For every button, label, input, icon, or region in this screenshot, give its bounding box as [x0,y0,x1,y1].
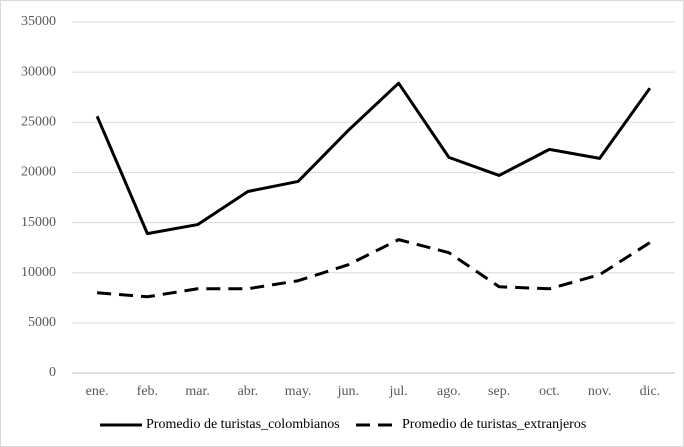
y-tick-label: 0 [49,365,56,380]
y-tick-label: 20000 [21,165,56,180]
x-tick-label: sep. [488,384,510,399]
legend: Promedio de turistas_colombianos Promedio… [100,417,586,432]
legend-label: Promedio de turistas_extranjeros [402,417,586,432]
x-tick-label: mar. [185,384,210,399]
x-tick-label: may. [285,384,312,399]
x-tick-label: ene. [86,384,109,399]
y-tick-label: 35000 [21,14,56,29]
x-tick-label: jul. [388,384,407,399]
y-tick-label: 5000 [28,315,56,330]
series-line [95,81,652,236]
x-tick-label: dic. [640,384,661,399]
x-tick-label: feb. [137,384,158,399]
series-line [97,238,651,299]
x-tick-label: nov. [588,384,612,399]
legend-label: Promedio de turistas_colombianos [146,417,340,432]
y-tick-label: 10000 [21,265,56,280]
x-tick-label: ago. [437,384,461,399]
y-tick-label: 15000 [21,215,56,230]
y-tick-label: 30000 [21,64,56,79]
y-tick-label: 25000 [21,115,56,130]
x-tick-label: oct. [539,384,560,399]
x-tick-label: jun. [337,384,359,399]
x-tick-label: abr. [238,384,259,399]
